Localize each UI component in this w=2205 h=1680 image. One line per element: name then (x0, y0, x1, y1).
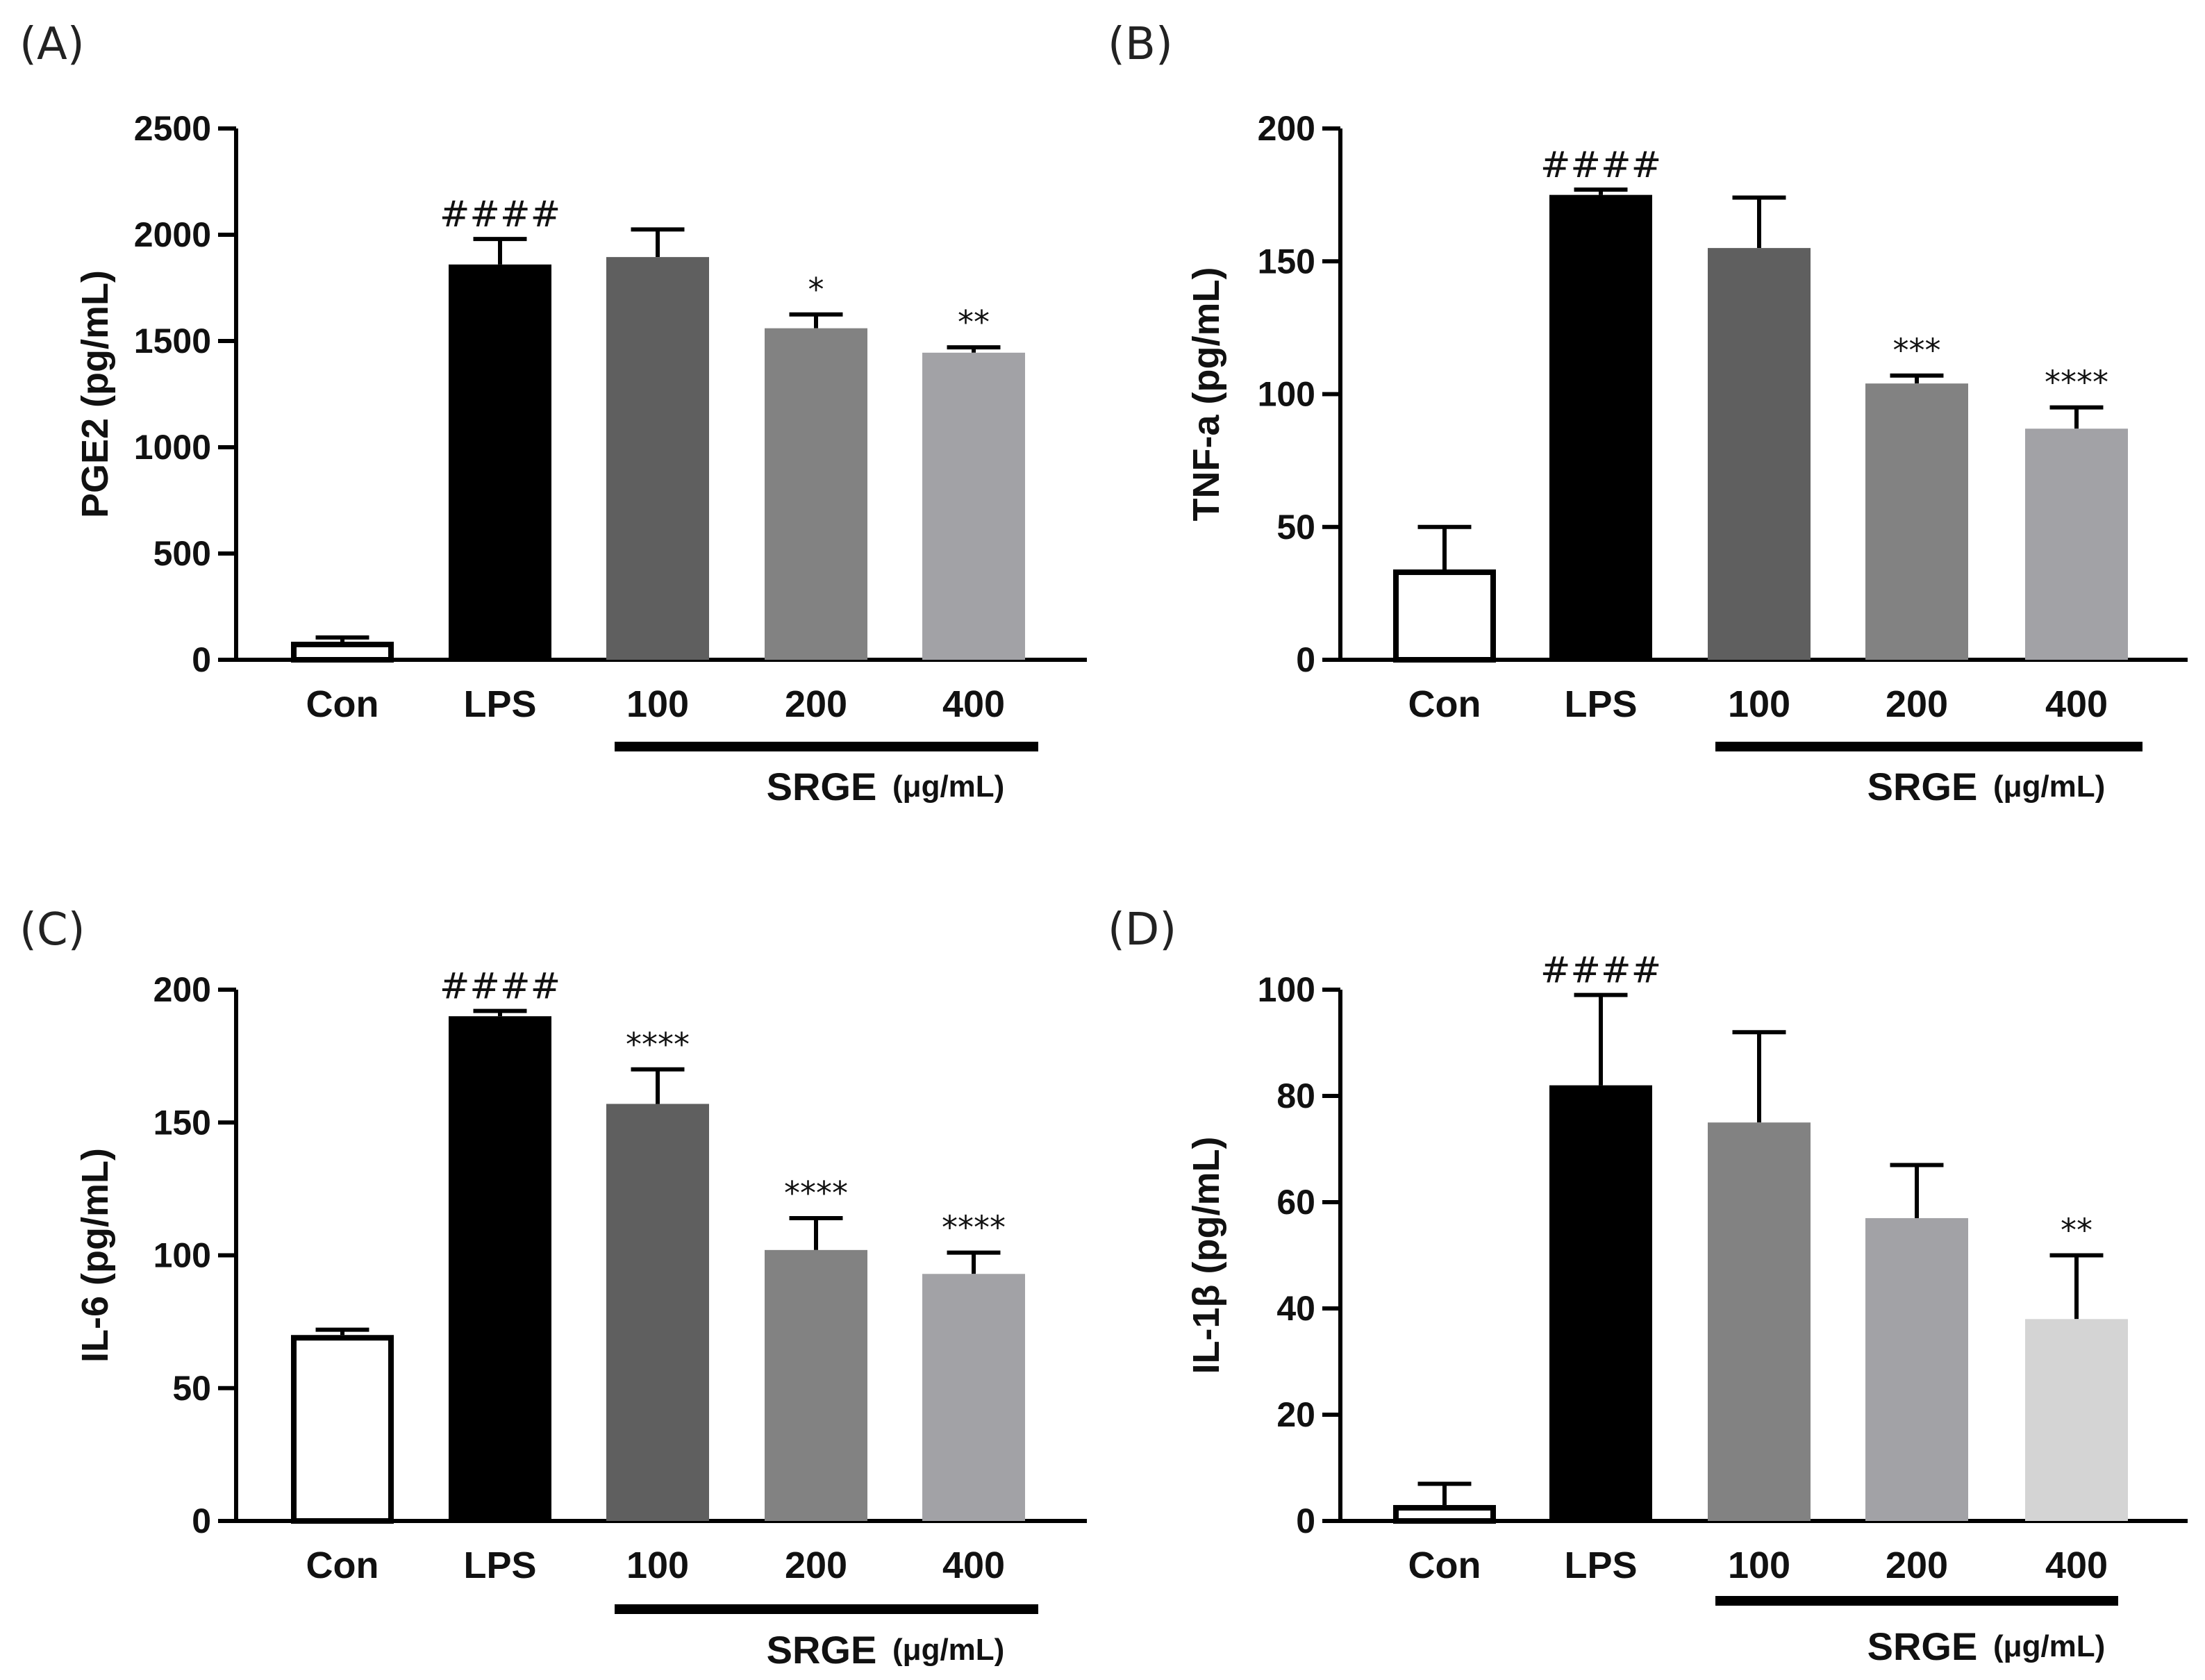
x-tick-label: 400 (942, 1545, 1005, 1586)
y-tick-label: 50 (172, 1369, 211, 1408)
x-tick-label: 400 (2045, 683, 2108, 725)
bar-400 (922, 352, 1025, 660)
y-tick-label: 80 (1276, 1076, 1315, 1115)
y-axis-label: PGE2 (pg/mL) (74, 270, 116, 518)
x-tick-label: LPS (1564, 1545, 1637, 1586)
y-tick-label: 0 (192, 640, 211, 679)
bar-con (1393, 569, 1496, 663)
significance-label: #### (1540, 950, 1661, 992)
bar-100 (1708, 1122, 1811, 1521)
x-tick-label: LPS (1564, 683, 1637, 725)
y-tick-label: 1500 (134, 322, 211, 360)
x-tick-label: Con (306, 1545, 379, 1586)
significance-label: **** (626, 1026, 690, 1063)
bar-200 (765, 1249, 867, 1521)
significance-label: * (808, 271, 824, 308)
bar-200 (1865, 383, 1968, 660)
y-tick-label: 0 (1296, 1502, 1315, 1540)
y-tick-label: 50 (1276, 508, 1315, 547)
bar-200 (1865, 1217, 1968, 1521)
x-tick-label: 200 (785, 1545, 847, 1586)
y-tick-label: 60 (1276, 1183, 1315, 1222)
significance-label: **** (942, 1209, 1006, 1247)
x-tick-label: Con (1408, 1545, 1481, 1586)
group-unit-label: (μg/mL) (892, 1633, 1004, 1667)
panel-letter: (B) (1108, 19, 1173, 70)
x-tick-label: 400 (2045, 1545, 2108, 1586)
panel-letter: (A) (19, 19, 85, 70)
y-tick-label: 20 (1276, 1395, 1315, 1434)
significance-label: **** (784, 1174, 848, 1212)
bar-100 (1708, 248, 1811, 660)
bar-200 (765, 328, 867, 660)
y-tick-label: 40 (1276, 1289, 1315, 1328)
y-tick-label: 150 (153, 1103, 211, 1142)
chart-panel-b: (B) 0 50 100 150 200 TNF-a (pg/mL) Con #### LPS 10… (1108, 19, 2188, 808)
panel-letter: (C) (19, 904, 85, 956)
significance-label: ** (2061, 1212, 2092, 1249)
group-unit-label: (μg/mL) (1993, 770, 2105, 804)
bar-lps (1549, 1085, 1652, 1521)
y-tick-label: 200 (153, 970, 211, 1009)
bar-100 (606, 257, 709, 660)
bar-con (1393, 1505, 1496, 1524)
chart-panel-a: (A) 0 500 1000 1500 2000 2500 PGE2 (pg/mL) Con ##… (19, 19, 1087, 808)
x-tick-label: LPS (463, 1545, 536, 1586)
y-tick-label: 2000 (134, 215, 211, 254)
chart-panel-c: (C) 0 50 100 150 200 IL-6 (pg/mL) Con #### LPS ***… (19, 904, 1087, 1672)
group-unit-label: (μg/mL) (892, 770, 1004, 804)
group-label: SRGE (1867, 1624, 1978, 1668)
x-tick-label: Con (1408, 683, 1481, 725)
bar-400 (922, 1274, 1025, 1521)
x-tick-label: 100 (1728, 683, 1790, 725)
bar-100 (606, 1104, 709, 1521)
y-axis-label: IL-1β (pg/mL) (1185, 1137, 1227, 1374)
y-tick-label: 2500 (134, 109, 211, 148)
y-axis-label: IL-6 (pg/mL) (74, 1148, 116, 1363)
significance-label: **** (2045, 364, 2108, 401)
significance-label: ** (958, 303, 990, 341)
y-axis-label: TNF-a (pg/mL) (1185, 267, 1227, 522)
x-tick-label: LPS (463, 683, 536, 725)
y-tick-label: 100 (153, 1236, 211, 1275)
y-tick-label: 500 (153, 534, 211, 573)
panel-letter: (D) (1108, 904, 1176, 956)
y-tick-label: 0 (192, 1502, 211, 1540)
x-tick-label: 400 (942, 683, 1005, 725)
bar-lps (449, 1016, 551, 1521)
significance-label: #### (440, 194, 560, 235)
x-tick-label: 200 (1886, 1545, 1948, 1586)
y-tick-label: 1000 (134, 428, 211, 467)
y-tick-label: 100 (1258, 375, 1315, 414)
y-tick-label: 200 (1258, 109, 1315, 148)
significance-label: #### (1540, 144, 1661, 186)
significance-label: *** (1893, 332, 1941, 369)
x-tick-label: 200 (785, 683, 847, 725)
x-tick-label: 100 (626, 1545, 689, 1586)
significance-label: #### (440, 966, 560, 1008)
group-unit-label: (μg/mL) (1993, 1629, 2105, 1663)
y-tick-label: 100 (1258, 970, 1315, 1009)
bar-400 (2025, 429, 2128, 660)
x-tick-label: 100 (626, 683, 689, 725)
x-tick-label: Con (306, 683, 379, 725)
bar-lps (449, 264, 551, 660)
y-tick-label: 150 (1258, 242, 1315, 281)
x-tick-label: 100 (1728, 1545, 1790, 1586)
bar-con (291, 641, 394, 663)
x-tick-label: 200 (1886, 683, 1948, 725)
bar-con (291, 1335, 394, 1524)
chart-panel-d: (D) 0 20 40 60 80 100 IL-1β (pg/mL) Con #### LPS 10… (1108, 904, 2188, 1668)
y-tick-label: 0 (1296, 640, 1315, 679)
group-label: SRGE (767, 1628, 877, 1672)
group-label: SRGE (1867, 765, 1978, 808)
group-label: SRGE (767, 765, 877, 808)
bar-lps (1549, 194, 1652, 660)
bar-400 (2025, 1319, 2128, 1521)
